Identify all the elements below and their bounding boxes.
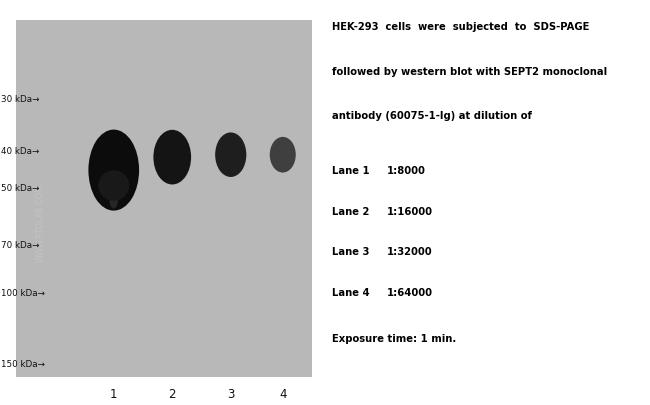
Text: Lane 1: Lane 1	[332, 166, 369, 176]
Ellipse shape	[109, 192, 118, 209]
Text: 4: 4	[279, 388, 287, 401]
Text: WWW.PTGLAB.COM: WWW.PTGLAB.COM	[36, 184, 45, 262]
Text: 3: 3	[227, 388, 235, 401]
Text: 2: 2	[168, 388, 176, 401]
Text: 1:16000: 1:16000	[387, 207, 433, 217]
Text: 70 kDa→: 70 kDa→	[1, 241, 40, 249]
Ellipse shape	[88, 130, 139, 211]
Text: 30 kDa→: 30 kDa→	[1, 95, 40, 104]
Text: followed by western blot with SEPT2 monoclonal: followed by western blot with SEPT2 mono…	[332, 67, 606, 77]
Ellipse shape	[98, 170, 129, 201]
Text: 50 kDa→: 50 kDa→	[1, 184, 40, 193]
Text: Lane 2: Lane 2	[332, 207, 369, 217]
Bar	[16, 20, 312, 377]
Text: 1:64000: 1:64000	[387, 288, 433, 298]
Ellipse shape	[153, 130, 191, 185]
Text: 40 kDa→: 40 kDa→	[1, 147, 40, 156]
Text: 1:8000: 1:8000	[387, 166, 426, 176]
Text: 100 kDa→: 100 kDa→	[1, 289, 46, 298]
Text: 150 kDa→: 150 kDa→	[1, 360, 46, 369]
Text: 1:32000: 1:32000	[387, 247, 432, 257]
Ellipse shape	[270, 137, 296, 173]
Text: Exposure time: 1 min.: Exposure time: 1 min.	[332, 334, 456, 344]
Ellipse shape	[215, 132, 246, 177]
Text: HEK-293  cells  were  subjected  to  SDS-PAGE: HEK-293 cells were subjected to SDS-PAGE	[332, 22, 589, 32]
Text: Lane 4: Lane 4	[332, 288, 369, 298]
Text: Lane 3: Lane 3	[332, 247, 369, 257]
Text: 1: 1	[110, 388, 118, 401]
Text: antibody (60075-1-Ig) at dilution of: antibody (60075-1-Ig) at dilution of	[332, 111, 532, 122]
